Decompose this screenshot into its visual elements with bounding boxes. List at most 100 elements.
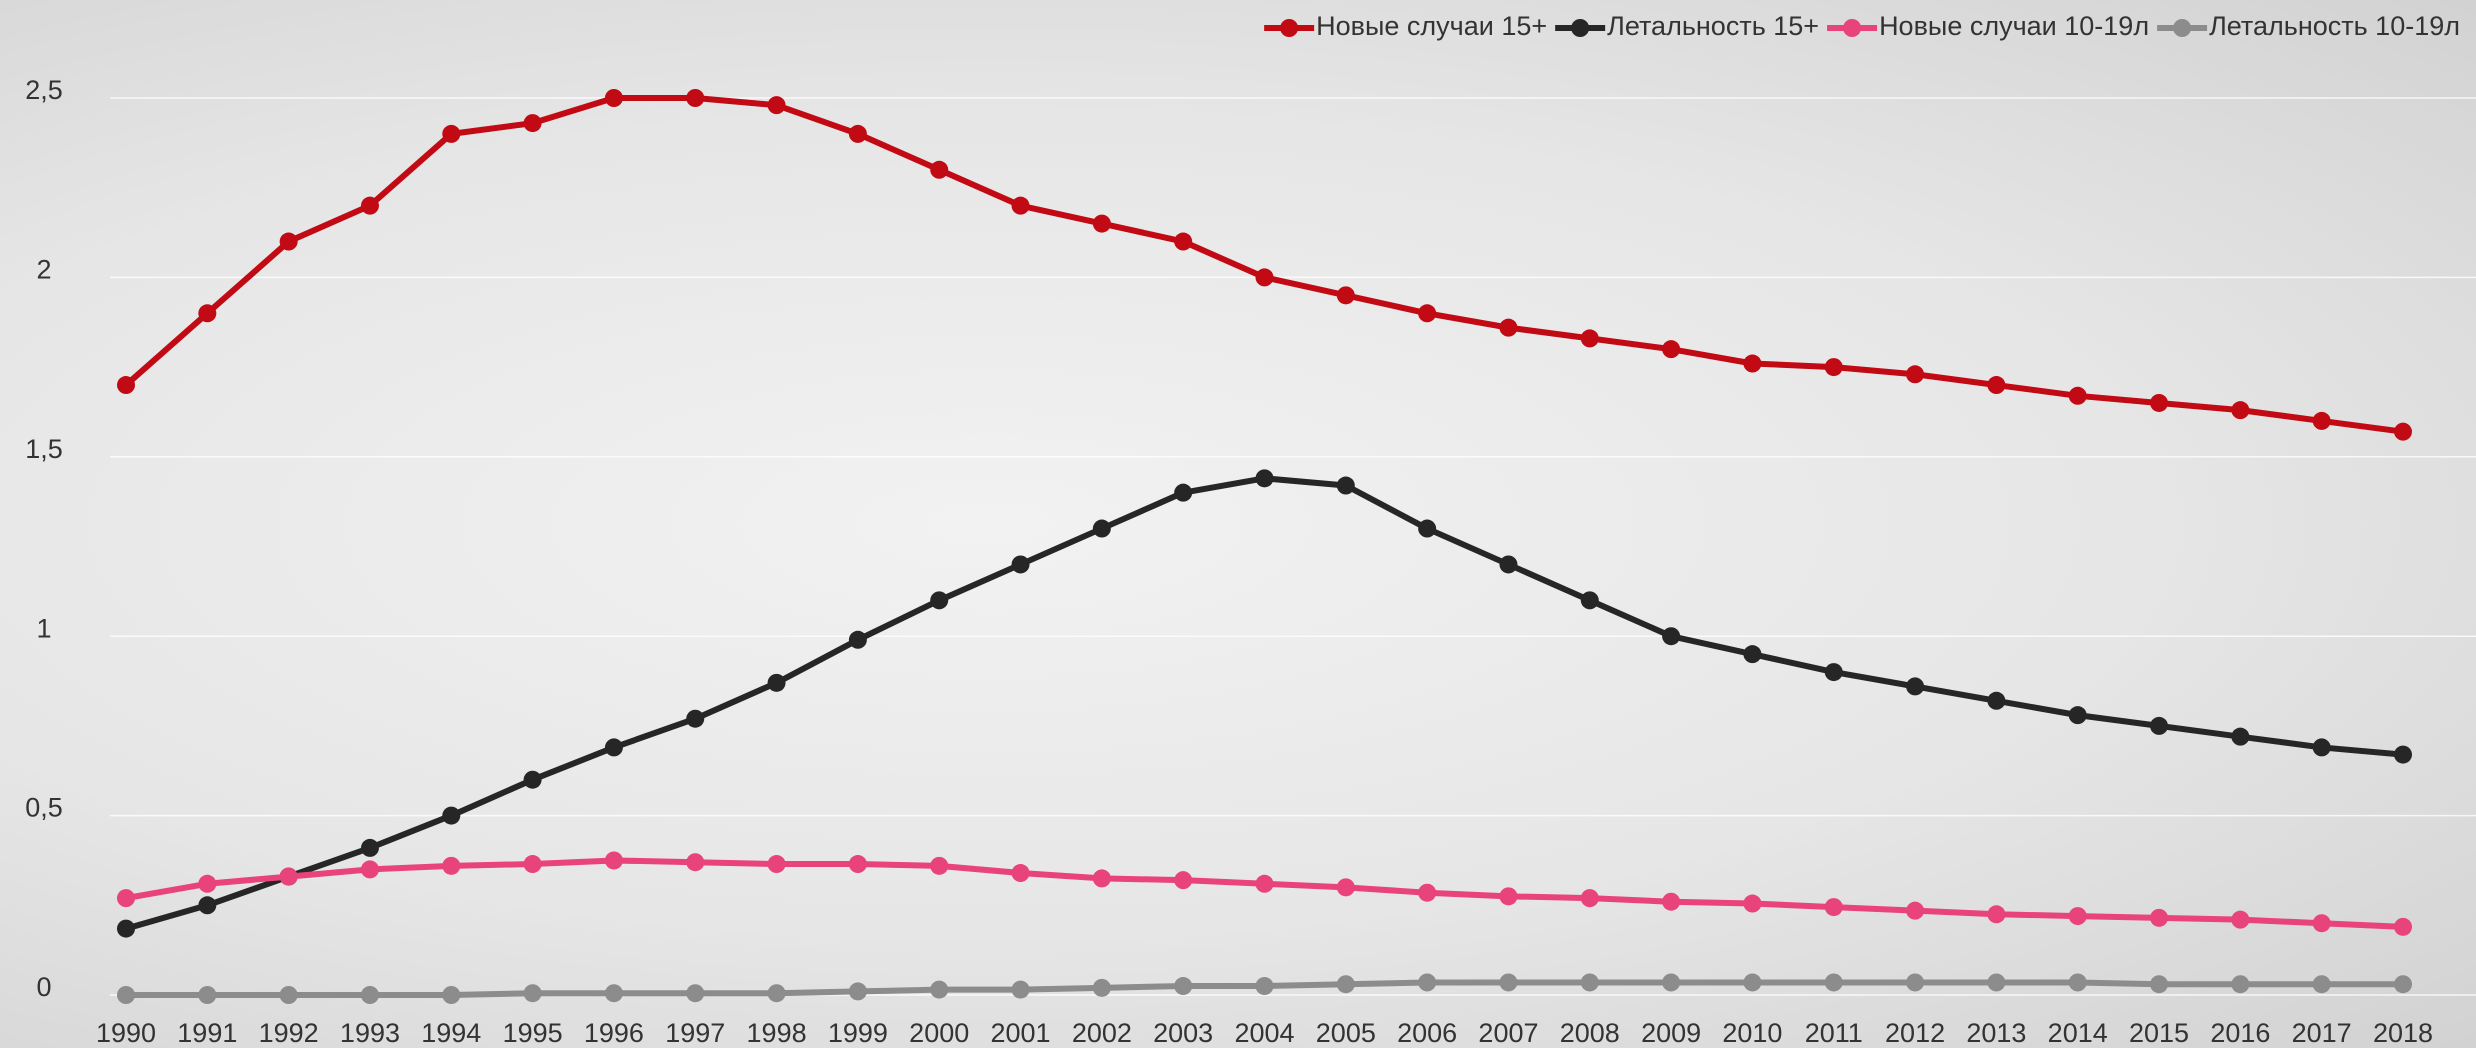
- data-point: [523, 770, 542, 789]
- data-point: [2231, 975, 2250, 994]
- data-point: [1662, 627, 1681, 646]
- data-point: [2394, 917, 2412, 936]
- data-point: [1418, 519, 1437, 538]
- data-point: [2150, 716, 2169, 735]
- data-point: [848, 124, 867, 143]
- data-point: [1987, 376, 2006, 395]
- legend-swatch-dot: [1280, 19, 1299, 37]
- series-line: [125, 475, 2404, 932]
- data-point: [767, 673, 786, 692]
- x-tick-label: 1999: [828, 1018, 888, 1048]
- data-point: [1092, 869, 1111, 888]
- data-point: [117, 919, 135, 938]
- data-point: [1092, 978, 1111, 997]
- data-point: [1987, 973, 2006, 992]
- data-point: [2394, 422, 2412, 441]
- x-tick-label: 2004: [1234, 1018, 1294, 1048]
- data-point: [1336, 878, 1355, 897]
- data-point: [117, 376, 135, 395]
- data-point: [360, 860, 379, 879]
- legend-label: Новые случаи 15+: [1316, 11, 1547, 41]
- data-point: [1580, 329, 1599, 348]
- x-tick-label: 2005: [1316, 1018, 1376, 1048]
- data-point: [1824, 663, 1843, 682]
- x-tick-label: 1992: [259, 1018, 319, 1048]
- data-point: [279, 867, 298, 886]
- x-tick-label: 2008: [1560, 1018, 1620, 1048]
- data-point: [279, 232, 298, 251]
- data-point: [1255, 268, 1274, 287]
- y-tick-label: 2,5: [25, 75, 63, 105]
- legend-label: Летальность 15+: [1607, 11, 1819, 41]
- data-point: [2150, 908, 2169, 927]
- x-tick-label: 2010: [1722, 1018, 1782, 1048]
- data-point: [2312, 975, 2331, 994]
- x-tick-label: 1997: [665, 1018, 725, 1048]
- x-tick-label: 1994: [421, 1018, 481, 1048]
- data-point: [767, 96, 786, 115]
- data-point: [360, 986, 379, 1004]
- data-point: [442, 806, 461, 825]
- legend-swatch-dot: [1843, 19, 1862, 37]
- data-point: [1906, 677, 1925, 696]
- legend-swatch-dot: [2173, 19, 2192, 37]
- data-point: [1174, 977, 1193, 996]
- data-point: [1906, 365, 1925, 384]
- y-tick-label: 0,5: [25, 793, 63, 823]
- y-tick-label: 1,5: [25, 434, 63, 464]
- data-point: [198, 986, 217, 1004]
- x-tick-label: 2001: [990, 1018, 1050, 1048]
- data-point: [767, 984, 786, 1003]
- data-point: [848, 855, 867, 874]
- legend-item: Летальность 15+: [1555, 11, 1819, 41]
- data-point: [2394, 745, 2412, 764]
- data-point: [2231, 727, 2250, 746]
- data-point: [1255, 977, 1274, 996]
- x-tick-label: 2002: [1072, 1018, 1132, 1048]
- data-point: [1743, 973, 1762, 992]
- legend-item: Новые случаи 10-19л: [1827, 11, 2149, 41]
- data-point: [1174, 483, 1193, 502]
- data-point: [930, 980, 949, 999]
- data-point: [198, 896, 217, 915]
- data-point: [2394, 975, 2412, 994]
- x-tick-label: 2000: [909, 1018, 969, 1048]
- data-point: [686, 709, 705, 728]
- data-point: [1987, 905, 2006, 924]
- x-tick-label: 1991: [177, 1018, 237, 1048]
- data-point: [930, 856, 949, 875]
- legend-label: Новые случаи 10-19л: [1879, 11, 2149, 41]
- series-line: [124, 95, 2404, 435]
- legend-label: Летальность 10-19л: [2209, 11, 2460, 41]
- data-point: [1418, 973, 1437, 992]
- data-point: [686, 853, 705, 872]
- legend-item: Новые случаи 15+: [1264, 11, 1547, 41]
- data-point: [117, 986, 135, 1004]
- data-point: [360, 838, 379, 857]
- data-point: [1824, 358, 1843, 377]
- data-point: [2312, 411, 2331, 430]
- data-point: [604, 89, 623, 107]
- x-tick-label: 2013: [1966, 1018, 2026, 1048]
- data-point: [686, 984, 705, 1003]
- data-point: [1824, 898, 1843, 917]
- data-point: [2231, 401, 2250, 420]
- x-tick-label: 2007: [1478, 1018, 1538, 1048]
- data-point: [1092, 214, 1111, 233]
- x-tick-label: 2009: [1641, 1018, 1701, 1048]
- data-point: [442, 986, 461, 1004]
- x-tick-label: 2012: [1885, 1018, 1945, 1048]
- data-point: [1255, 874, 1274, 893]
- data-point: [198, 304, 217, 323]
- data-point: [442, 856, 461, 875]
- x-tick-label: 1993: [340, 1018, 400, 1048]
- data-point: [930, 591, 949, 610]
- data-point: [1092, 519, 1111, 538]
- data-point: [523, 114, 542, 133]
- data-point: [1011, 555, 1030, 574]
- data-point: [1906, 973, 1925, 992]
- data-point: [1662, 340, 1681, 359]
- y-tick-label: 2: [36, 255, 51, 285]
- data-point: [1662, 973, 1681, 992]
- data-point: [523, 984, 542, 1003]
